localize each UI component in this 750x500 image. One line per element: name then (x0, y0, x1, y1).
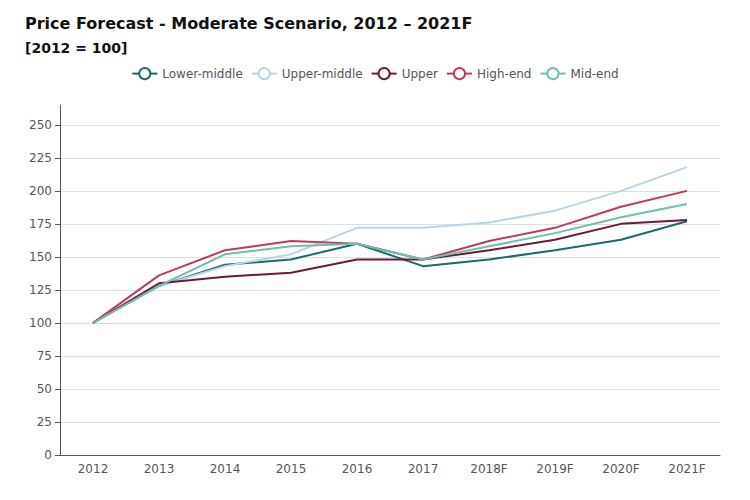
svg-text:2018F: 2018F (470, 462, 508, 476)
svg-text:2019F: 2019F (536, 462, 574, 476)
svg-text:150: 150 (29, 250, 52, 264)
svg-text:2012: 2012 (78, 462, 109, 476)
svg-text:0: 0 (44, 448, 52, 462)
svg-text:2014: 2014 (210, 462, 241, 476)
svg-text:Lower-middle: Lower-middle (162, 67, 242, 81)
svg-text:2020F: 2020F (602, 462, 640, 476)
svg-text:High-end: High-end (477, 67, 532, 81)
svg-text:2013: 2013 (144, 462, 175, 476)
svg-text:125: 125 (29, 283, 52, 297)
svg-text:50: 50 (37, 382, 52, 396)
svg-text:25: 25 (37, 415, 52, 429)
svg-text:75: 75 (37, 349, 52, 363)
svg-text:100: 100 (29, 316, 52, 330)
svg-text:Upper: Upper (402, 67, 438, 81)
svg-text:Upper-middle: Upper-middle (282, 67, 363, 81)
svg-text:2016: 2016 (342, 462, 373, 476)
svg-text:Mid-end: Mid-end (570, 67, 618, 81)
svg-text:175: 175 (29, 217, 52, 231)
svg-text:[2012 = 100]: [2012 = 100] (25, 40, 127, 56)
svg-text:250: 250 (29, 118, 52, 132)
svg-text:2021F: 2021F (668, 462, 706, 476)
svg-text:2015: 2015 (276, 462, 307, 476)
svg-text:Price Forecast - Moderate Scen: Price Forecast - Moderate Scenario, 2012… (25, 14, 472, 33)
svg-text:2017: 2017 (408, 462, 439, 476)
svg-text:225: 225 (29, 151, 52, 165)
svg-text:200: 200 (29, 184, 52, 198)
